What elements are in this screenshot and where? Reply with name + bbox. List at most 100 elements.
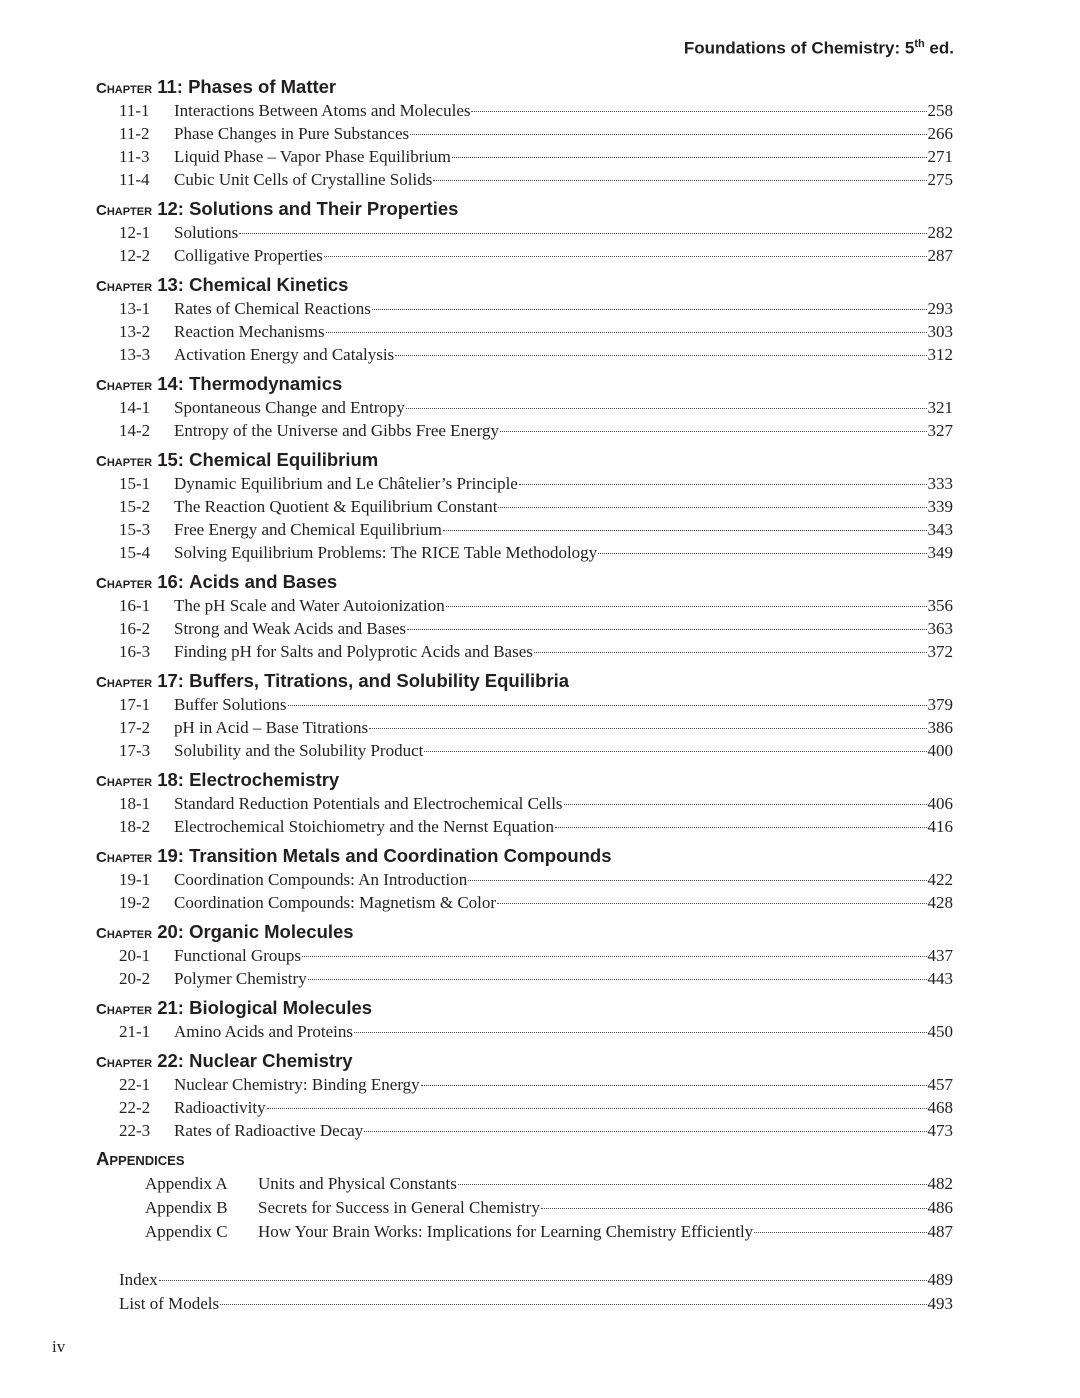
dot-leader xyxy=(754,1232,927,1233)
entry-title: Functional Groups xyxy=(174,946,302,965)
appendix-entry[interactable]: Appendix B Secrets for Success in General… xyxy=(96,1196,953,1220)
toc-entry[interactable]: 20-1 Functional Groups 437 xyxy=(96,944,953,967)
chapter-heading: Chapter 19: Transition Metals and Coordi… xyxy=(96,845,612,866)
entry-page: 282 xyxy=(927,223,954,242)
toc-entry[interactable]: 22-2 Radioactivity 468 xyxy=(96,1096,953,1119)
chapter-label: Chapter xyxy=(96,925,153,942)
chapter-title: Electrochemistry xyxy=(189,769,340,790)
toc-entry[interactable]: 15-3 Free Energy and Chemical Equilibrium… xyxy=(96,518,953,541)
entry-page: 437 xyxy=(927,946,954,965)
entry-page: 271 xyxy=(927,147,954,166)
chapter-label: Chapter xyxy=(96,80,153,97)
entry-number: 16-3 xyxy=(119,642,151,661)
toc-entry[interactable]: 13-3 Activation Energy and Catalysis 312 xyxy=(96,343,953,366)
chapter-number: 19 xyxy=(157,845,178,866)
toc-entry[interactable]: 21-1 Amino Acids and Proteins 450 xyxy=(96,1020,953,1043)
chapter-heading: Chapter 13: Chemical Kinetics xyxy=(96,274,349,295)
dot-leader xyxy=(442,530,927,531)
chapter-heading: Chapter 15: Chemical Equilibrium xyxy=(96,449,379,470)
appendices-heading: Appendices xyxy=(96,1148,185,1169)
dot-leader xyxy=(410,134,927,135)
appendix-entry[interactable]: Appendix C How Your Brain Works: Implicat… xyxy=(96,1220,953,1244)
back-matter-entry[interactable]: Index 489 xyxy=(96,1268,953,1292)
chapter-heading: Chapter 12: Solutions and Their Properti… xyxy=(96,198,459,219)
entry-title: Reaction Mechanisms xyxy=(174,322,325,341)
chapter-title: Phases of Matter xyxy=(188,76,337,97)
toc-entry[interactable]: 14-1 Spontaneous Change and Entropy 321 xyxy=(96,396,953,419)
toc-entry[interactable]: 22-3 Rates of Radioactive Decay 473 xyxy=(96,1119,953,1142)
chapter-label: Chapter xyxy=(96,575,153,592)
toc-entry[interactable]: 19-1 Coordination Compounds: An Introduct… xyxy=(96,868,953,891)
entry-page: 487 xyxy=(927,1222,954,1241)
toc-entry[interactable]: 17-2 pH in Acid – Base Titrations 386 xyxy=(96,716,953,739)
entry-title: Coordination Compounds: An Introduction xyxy=(174,870,468,889)
header-title-suffix: ed. xyxy=(924,38,954,58)
toc-entry[interactable]: 15-4 Solving Equilibrium Problems: The RI… xyxy=(96,541,953,564)
entry-page: 379 xyxy=(927,695,954,714)
back-matter-entry[interactable]: List of Models 493 xyxy=(96,1292,953,1316)
toc-entry[interactable]: 14-2 Entropy of the Universe and Gibbs Fr… xyxy=(96,419,953,442)
toc-entry[interactable]: 12-2 Colligative Properties 287 xyxy=(96,244,953,267)
entry-page: 422 xyxy=(927,870,954,889)
entry-number: 16-2 xyxy=(119,619,151,638)
toc-entry[interactable]: 15-2 The Reaction Quotient & Equilibrium … xyxy=(96,495,953,518)
entry-number: 15-1 xyxy=(119,474,151,493)
entry-title: Buffer Solutions xyxy=(174,695,287,714)
entry-title: Free Energy and Chemical Equilibrium xyxy=(174,520,442,539)
dot-leader xyxy=(371,309,927,310)
entry-title: Colligative Properties xyxy=(174,246,323,265)
chapter-number: 15 xyxy=(157,449,178,470)
dot-leader xyxy=(471,111,927,112)
entry-title: Units and Physical Constants xyxy=(258,1174,457,1193)
toc-entry[interactable]: 12-1 Solutions 282 xyxy=(96,221,953,244)
toc-entry[interactable]: 11-2 Phase Changes in Pure Substances 266 xyxy=(96,122,953,145)
toc-entry[interactable]: 16-3 Finding pH for Salts and Polyprotic … xyxy=(96,640,953,663)
entry-title: Coordination Compounds: Magnetism & Colo… xyxy=(174,893,497,912)
toc-entry[interactable]: 15-1 Dynamic Equilibrium and Le Châtelier… xyxy=(96,472,953,495)
toc-entry[interactable]: 11-3 Liquid Phase – Vapor Phase Equilibri… xyxy=(96,145,953,168)
entry-page: 486 xyxy=(927,1198,954,1217)
toc-entry[interactable]: 22-1 Nuclear Chemistry: Binding Energy 457 xyxy=(96,1073,953,1096)
entry-number: 21-1 xyxy=(119,1022,151,1041)
toc-entry[interactable]: 19-2 Coordination Compounds: Magnetism & … xyxy=(96,891,953,914)
chapter-heading: Chapter 18: Electrochemistry xyxy=(96,769,340,790)
chapter-title: Nuclear Chemistry xyxy=(189,1050,353,1071)
toc-entry[interactable]: 11-1 Interactions Between Atoms and Molec… xyxy=(96,99,953,122)
dot-leader xyxy=(287,705,927,706)
dot-leader xyxy=(424,751,927,752)
table-of-contents: Chapter 11: Phases of Matter 11-1 Interact… xyxy=(96,75,953,1316)
toc-entry[interactable]: 13-2 Reaction Mechanisms 303 xyxy=(96,320,953,343)
toc-entry[interactable]: 13-1 Rates of Chemical Reactions 293 xyxy=(96,297,953,320)
toc-entry[interactable]: 18-2 Electrochemical Stoichiometry and th… xyxy=(96,815,953,838)
toc-entry[interactable]: 16-2 Strong and Weak Acids and Bases 363 xyxy=(96,617,953,640)
chapter-number: 22 xyxy=(157,1050,178,1071)
chapter-number: 11 xyxy=(157,76,177,97)
entry-number: 11-1 xyxy=(119,101,150,120)
entry-page: 400 xyxy=(927,741,954,760)
toc-entry[interactable]: 11-4 Cubic Unit Cells of Crystalline Soli… xyxy=(96,168,953,191)
toc-entry[interactable]: 20-2 Polymer Chemistry 443 xyxy=(96,967,953,990)
chapter-label: Chapter xyxy=(96,773,153,790)
toc-entry[interactable]: 17-1 Buffer Solutions 379 xyxy=(96,693,953,716)
entry-title: Liquid Phase – Vapor Phase Equilibrium xyxy=(174,147,451,166)
entry-title: How Your Brain Works: Implications for L… xyxy=(258,1222,754,1241)
page-number: iv xyxy=(52,1337,66,1356)
toc-entry[interactable]: 17-3 Solubility and the Solubility Produc… xyxy=(96,739,953,762)
toc-entry[interactable]: 16-1 The pH Scale and Water Autoionizatio… xyxy=(96,594,953,617)
entry-number: 20-2 xyxy=(119,969,151,988)
entry-title: Electrochemical Stoichiometry and the Ne… xyxy=(174,817,555,836)
chapter-title: Thermodynamics xyxy=(189,373,343,394)
entry-title: Interactions Between Atoms and Molecules xyxy=(174,101,471,120)
entry-title: pH in Acid – Base Titrations xyxy=(174,718,369,737)
entry-page: 489 xyxy=(927,1270,954,1289)
dot-leader xyxy=(540,1208,927,1209)
entry-title: Strong and Weak Acids and Bases xyxy=(174,619,407,638)
dot-leader xyxy=(302,956,927,957)
entry-title: Amino Acids and Proteins xyxy=(174,1022,353,1041)
dot-leader xyxy=(498,507,927,508)
entry-number: 19-1 xyxy=(119,870,151,889)
dot-leader xyxy=(395,355,927,356)
toc-entry[interactable]: 18-1 Standard Reduction Potentials and El… xyxy=(96,792,953,815)
entry-page: 303 xyxy=(927,322,954,341)
appendix-entry[interactable]: Appendix A Units and Physical Constants 48… xyxy=(96,1172,953,1196)
